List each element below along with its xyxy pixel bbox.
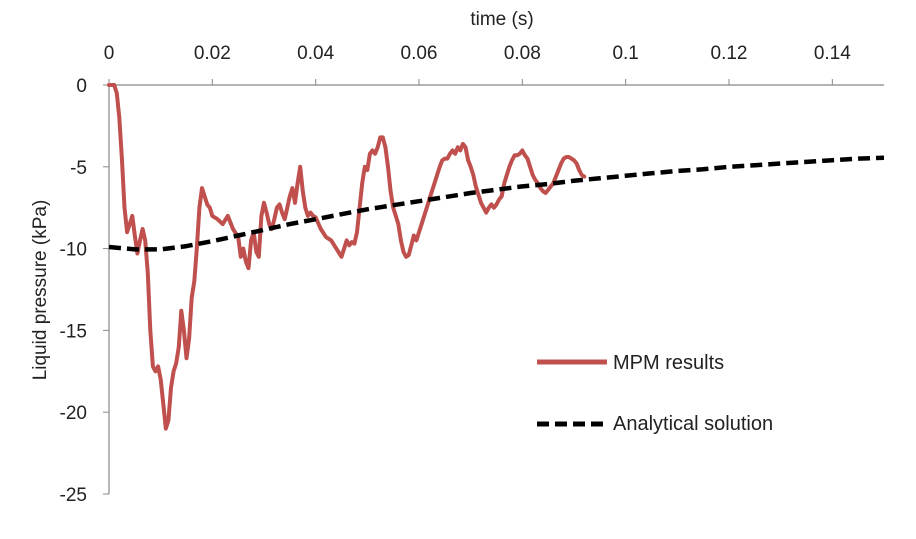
x-tick-label: 0	[104, 43, 115, 64]
x-tick-label: 0.02	[194, 43, 231, 64]
x-axis-title: time (s)	[470, 9, 533, 30]
x-tick-label: 0.04	[297, 43, 334, 64]
y-tick-label: -10	[60, 240, 87, 261]
x-tick-label: 0.08	[504, 43, 541, 64]
y-tick-label: -5	[70, 158, 87, 179]
y-tick-label: -25	[60, 485, 87, 506]
x-tick-label: 0.06	[401, 43, 438, 64]
series-line-mpm	[107, 83, 587, 431]
y-ticks: 0 -5 -10 -15 -20 -25	[60, 76, 109, 506]
x-tick-label: 0.14	[814, 43, 851, 64]
x-ticks: 0 0.02 0.04 0.06 0.08 0.1 0.12 0.14	[104, 43, 851, 85]
legend-label-analytical: Analytical solution	[613, 413, 773, 435]
x-tick-label: 0.1	[612, 43, 638, 64]
y-axis-title: Liquid pressure (kPa)	[30, 200, 51, 381]
legend-label-mpm: MPM results	[613, 352, 724, 374]
legend: MPM results Analytical solution	[537, 352, 773, 435]
series-line-analytical	[108, 155, 885, 252]
y-tick-label: -15	[60, 321, 87, 342]
y-tick-label: -20	[60, 403, 87, 424]
x-tick-label: 0.12	[711, 43, 748, 64]
y-tick-label: 0	[76, 76, 87, 97]
series-group	[107, 83, 885, 431]
